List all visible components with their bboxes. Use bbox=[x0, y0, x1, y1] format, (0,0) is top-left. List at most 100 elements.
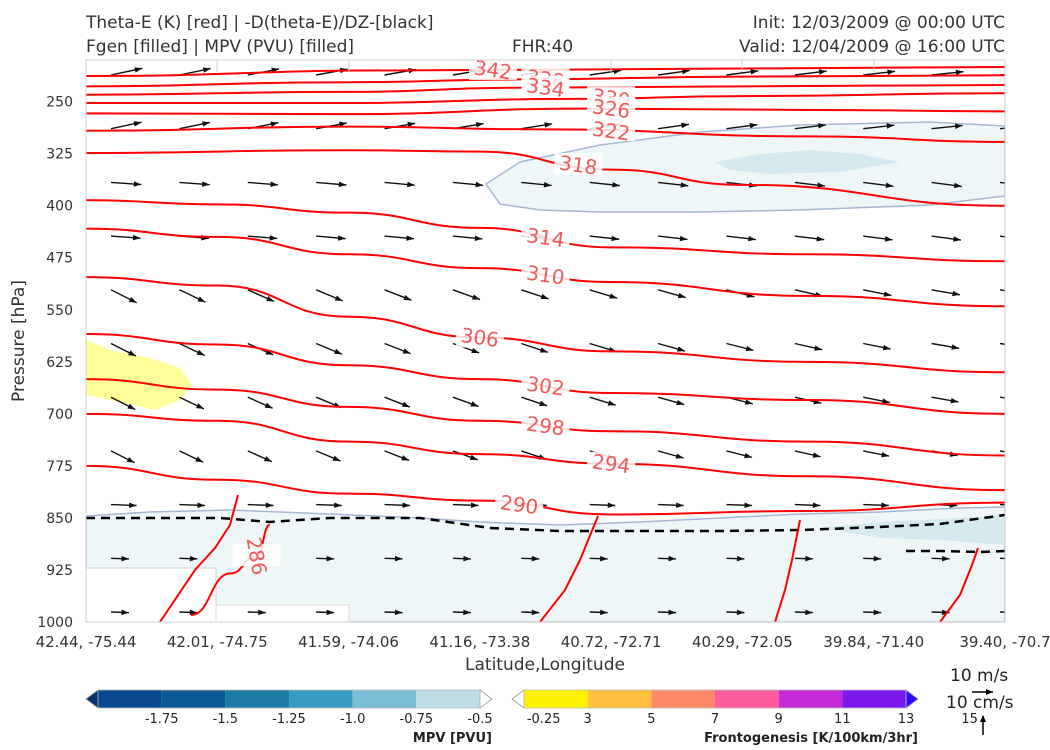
wind-vector-head bbox=[881, 398, 890, 404]
contour-label-310: 310 bbox=[525, 261, 566, 290]
chart-title-line1: Theta-E (K) [red] | -D(theta-E)/DZ-[blac… bbox=[86, 13, 434, 33]
wind-vector-head bbox=[612, 182, 620, 188]
wind-vector-head bbox=[812, 502, 821, 508]
y-axis-ticks: 250 325 400 475 550 625 700 775 850 925 1000 bbox=[37, 95, 73, 631]
colorbar-tick: 15 bbox=[961, 712, 978, 727]
wind-vector-head bbox=[955, 69, 964, 76]
wind-vector-head bbox=[600, 609, 608, 616]
contour-label-bg bbox=[587, 451, 636, 474]
wind-vector-head bbox=[750, 69, 759, 75]
wind-vector-head bbox=[121, 609, 129, 616]
wind-vector-head bbox=[812, 452, 821, 458]
wind-vector-head bbox=[269, 235, 278, 241]
stability-contour-dashed bbox=[86, 513, 1005, 533]
wind-vector-head bbox=[818, 69, 827, 75]
wind-vector-head bbox=[805, 555, 813, 562]
mpv-colorbar-label: MPV [PVU] bbox=[413, 731, 492, 746]
wind-vector-head bbox=[195, 456, 204, 463]
plot-area: 3423383343303263223183143103063022982942… bbox=[85, 59, 1030, 623]
contour-label-322: 322 bbox=[591, 117, 632, 146]
colorbar-swatch bbox=[651, 690, 715, 708]
theta-e-contour-322 bbox=[86, 125, 1005, 143]
wind-vector-head bbox=[882, 344, 891, 351]
theta-e-contour-338 bbox=[86, 74, 1005, 88]
wind-vector-head bbox=[133, 181, 142, 187]
wind-vector-head bbox=[326, 609, 335, 616]
wind-vector-head bbox=[469, 454, 478, 460]
wind-vector-head bbox=[197, 502, 205, 508]
contour-label-bg bbox=[468, 60, 517, 80]
contour-label-298: 298 bbox=[525, 411, 566, 440]
wind-vector-head bbox=[676, 502, 684, 508]
wind-vector-head bbox=[736, 609, 745, 616]
wind-vector-head bbox=[745, 345, 754, 352]
contour-label-bg bbox=[521, 75, 570, 98]
contour-label-bg bbox=[455, 325, 504, 348]
wind-vector-head bbox=[128, 350, 136, 357]
wind-vector-head bbox=[544, 122, 553, 128]
wind-vector-head bbox=[736, 555, 745, 562]
wind-vector-head bbox=[873, 555, 882, 562]
wind-vectors bbox=[110, 67, 1030, 616]
wind-vector-head bbox=[197, 296, 206, 303]
colorbar-tick: -1.5 bbox=[213, 712, 238, 727]
stability-contour-dashed bbox=[906, 549, 1005, 554]
contour-label-306: 306 bbox=[459, 323, 500, 352]
theta-e-contour-330 bbox=[86, 92, 1005, 105]
wind-vector-head bbox=[195, 403, 204, 409]
x-tick-label: 41.59, -74.06 bbox=[298, 633, 399, 651]
wind-vector-head bbox=[883, 291, 892, 297]
colorbar-tick: 5 bbox=[647, 712, 655, 727]
wind-vector-head bbox=[1022, 183, 1030, 188]
init-time: Init: 12/03/2009 @ 00:00 UTC bbox=[752, 13, 1005, 33]
colorbar-tick: -1.75 bbox=[145, 712, 179, 727]
wind-vector-head bbox=[677, 292, 686, 299]
wind-vector-head bbox=[675, 453, 684, 459]
wind-vector-head bbox=[394, 555, 403, 562]
theta-e-contour-286 bbox=[159, 494, 239, 622]
wind-vector-head bbox=[474, 235, 483, 241]
wind-vector-head bbox=[884, 236, 893, 242]
chart-title-line2: Fgen [filled] | MPV (PVU) [filled] bbox=[86, 37, 355, 57]
theta-e-contour-sfc bbox=[939, 547, 979, 622]
wind-vector-head bbox=[258, 609, 266, 616]
x-tick-label: 42.44, -75.44 bbox=[36, 633, 137, 651]
wind-vector-head bbox=[609, 293, 618, 299]
wind-vector-head bbox=[607, 400, 616, 406]
colorbar-tick: 3 bbox=[584, 712, 592, 727]
wind-vector-head bbox=[953, 236, 961, 242]
colorbar-extend-right bbox=[479, 689, 493, 709]
wind-vector-head bbox=[543, 181, 552, 188]
wind-vector-head bbox=[264, 402, 273, 409]
y-tick-label: 400 bbox=[46, 199, 73, 215]
wind-vector-head bbox=[134, 67, 143, 73]
wind-vector-head bbox=[539, 400, 548, 407]
wind-vector-head bbox=[941, 555, 950, 562]
colorbar-tick: -0.25 bbox=[527, 712, 561, 727]
wind-vector-head bbox=[805, 609, 813, 616]
y-axis-label: Pressure [hPa] bbox=[9, 280, 29, 402]
contour-label-bg bbox=[521, 374, 570, 397]
wind-vector-head bbox=[744, 502, 753, 508]
colorbar-tick: 7 bbox=[711, 712, 719, 727]
wind-vector-head bbox=[126, 456, 135, 463]
colorbar-swatch bbox=[98, 690, 162, 708]
terrain-block bbox=[215, 604, 350, 622]
wind-vector-head bbox=[1018, 502, 1026, 507]
wind-vector-head bbox=[818, 123, 826, 129]
colorbar-frame bbox=[523, 689, 907, 709]
theta-e-contour-sfc bbox=[539, 515, 599, 622]
colorbar-swatch bbox=[289, 690, 353, 708]
wind-vector-head bbox=[539, 347, 548, 353]
wind-vector-head bbox=[668, 555, 677, 562]
wind-vector-head bbox=[1018, 451, 1026, 456]
contour-label-294: 294 bbox=[591, 449, 632, 478]
colorbar-extend-left bbox=[85, 689, 99, 709]
contour-label-302: 302 bbox=[525, 372, 566, 401]
y-tick-label: 1000 bbox=[37, 615, 73, 631]
contour-label-bg bbox=[495, 492, 544, 515]
wind-vector-head bbox=[401, 401, 410, 408]
wind-vector-head bbox=[121, 555, 129, 562]
contour-label-bg bbox=[554, 153, 603, 176]
x-tick-label: 42.01, -74.75 bbox=[167, 633, 268, 651]
